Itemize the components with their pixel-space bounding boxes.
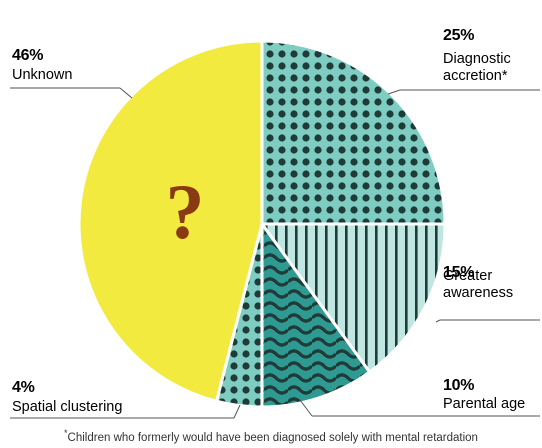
slice-label-parental-age: 10% Parental age: [299, 377, 540, 417]
slice-category-label: Parental age: [443, 396, 525, 412]
leader-line: [387, 89, 401, 95]
slice-label-unknown: 46% Unknown: [10, 47, 133, 99]
slice-label-spatial-clustering: 4% Spatial clustering: [10, 379, 241, 419]
pie-slice-diagnostic-accretion: [260, 39, 447, 226]
slice-percent: 25%: [443, 27, 474, 44]
question-mark-symbol: ?: [166, 168, 205, 255]
slice-percent: 10%: [443, 377, 474, 394]
slice-category-label: accretion*: [443, 68, 508, 84]
slice-category-label: awareness: [443, 285, 513, 301]
slice-category-label: Unknown: [12, 67, 72, 83]
slice-category-label: Diagnostic: [443, 51, 511, 67]
leader-line: [233, 404, 241, 419]
pie-slice-unknown: [77, 39, 264, 404]
leader-line: [435, 319, 441, 323]
footnote-text: Children who formerly would have been di…: [67, 431, 478, 444]
slice-category-label: Greater: [443, 268, 492, 284]
slice-percent: 46%: [12, 47, 43, 64]
leader-line: [299, 399, 313, 417]
slice-percent: 4%: [12, 379, 35, 396]
footnote: *Children who formerly would have been d…: [64, 428, 478, 444]
pie-slice-greater-awareness: [259, 222, 447, 375]
slice-category-label: Spatial clustering: [12, 399, 122, 415]
slice-percent: 15%: [443, 264, 474, 281]
pie-slice-parental-age: [260, 219, 372, 409]
leader-line: [119, 87, 133, 99]
